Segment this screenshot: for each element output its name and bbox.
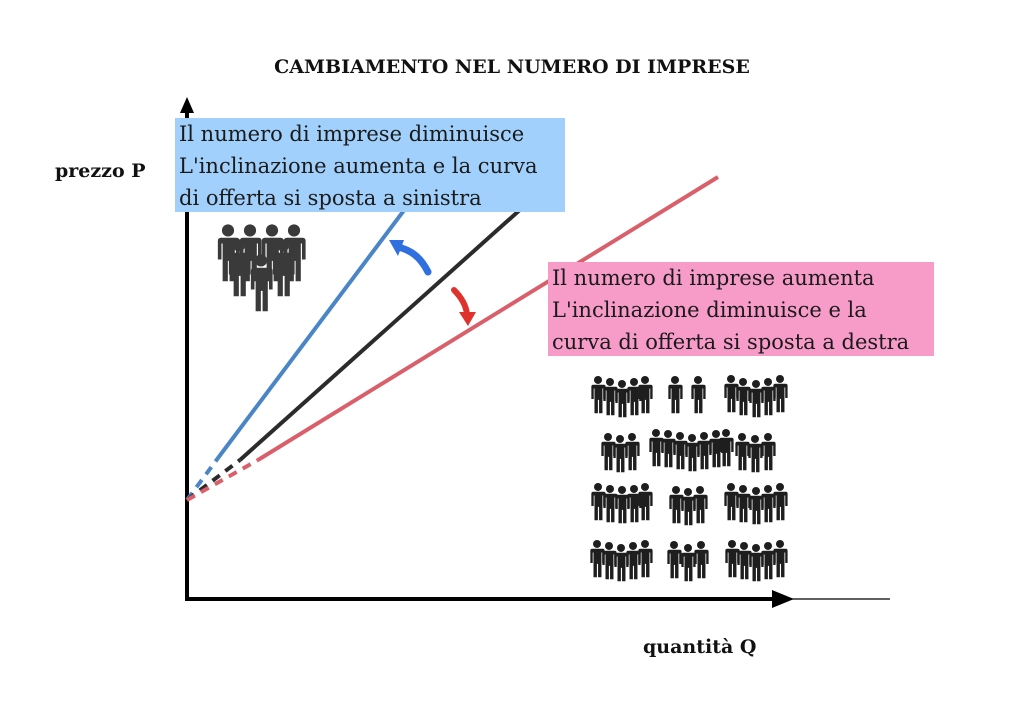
person-icon xyxy=(691,375,706,414)
increase-firms-box: Il numero di imprese aumenta L'inclinazi… xyxy=(548,262,934,356)
person-icon xyxy=(667,540,682,579)
person-icon xyxy=(625,432,640,471)
person-icon xyxy=(668,375,683,414)
x-axis-arrowhead xyxy=(772,590,794,608)
original-supply-dashed xyxy=(185,458,242,502)
people-group-icon xyxy=(217,224,306,312)
increase-line-3: curva di offerta si sposta a destra xyxy=(552,330,910,354)
increase-line-2: L'inclinazione diminuisce e la xyxy=(552,298,867,322)
more-firms-supply-curve xyxy=(256,175,720,462)
shift-right-arrowhead xyxy=(459,312,476,326)
crowd-icon xyxy=(590,374,788,582)
decrease-line-1: Il numero di imprese diminuisce xyxy=(179,122,525,146)
person-icon xyxy=(638,375,653,414)
person-icon xyxy=(681,543,696,582)
person-icon xyxy=(761,432,776,471)
shift-right-arrow xyxy=(451,287,470,317)
increase-line-1: Il numero di imprese aumenta xyxy=(552,266,875,290)
diagram-title: CAMBIAMENTO NEL NUMERO DI IMPRESE xyxy=(274,56,750,78)
shift-left-arrowhead xyxy=(389,240,404,256)
decrease-firms-box: Il numero di imprese diminuisce L'inclin… xyxy=(175,118,565,212)
person-icon xyxy=(736,484,751,523)
person-icon xyxy=(638,482,653,521)
person-icon xyxy=(773,374,788,413)
person-icon xyxy=(638,539,653,578)
person-icon xyxy=(719,428,734,467)
decrease-line-3: di offerta si sposta a sinistra xyxy=(179,186,482,210)
person-icon xyxy=(748,434,763,473)
person-icon xyxy=(694,540,709,579)
y-axis-arrowhead xyxy=(180,97,194,113)
more-firms-supply-dashed xyxy=(186,458,259,502)
original-supply-curve xyxy=(238,206,524,462)
person-icon xyxy=(736,377,751,416)
shift-left-arrow xyxy=(394,243,432,276)
fewer-firms-supply-dashed xyxy=(185,456,220,502)
person-icon xyxy=(773,539,788,578)
person-icon xyxy=(773,482,788,521)
person-icon xyxy=(693,485,708,524)
x-axis-label: quantità Q xyxy=(643,636,757,658)
y-axis-label: prezzo P xyxy=(55,160,146,182)
person-icon xyxy=(735,432,750,471)
fewer-firms-supply-curve xyxy=(216,203,410,460)
decrease-line-2: L'inclinazione aumenta e la curva xyxy=(179,154,538,178)
